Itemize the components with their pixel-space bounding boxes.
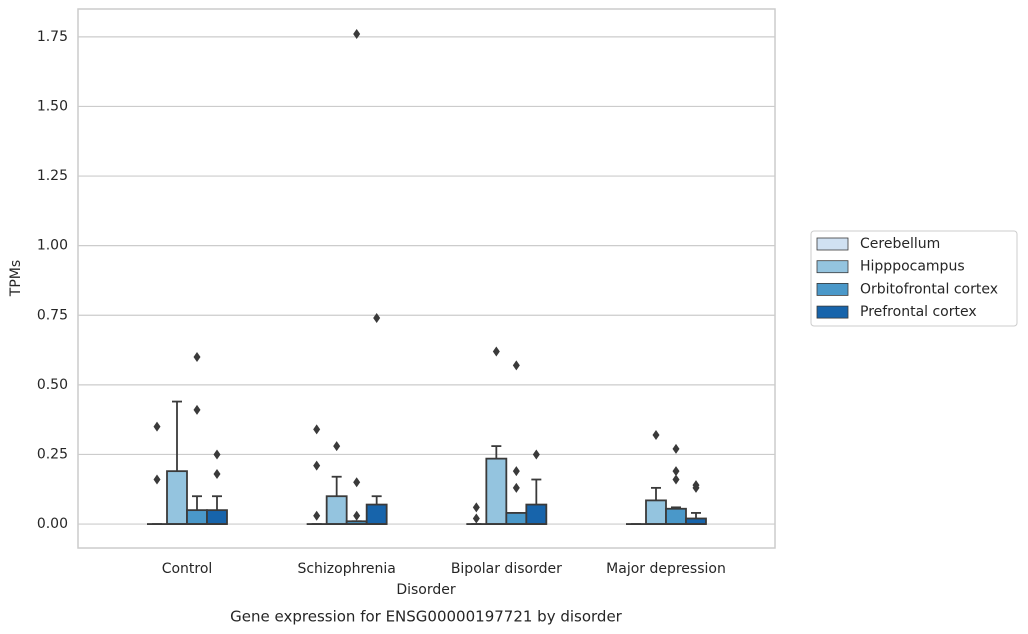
legend-swatch bbox=[816, 237, 849, 251]
outlier bbox=[313, 424, 321, 435]
chart-title: Gene expression for ENSG00000197721 by d… bbox=[230, 608, 623, 626]
y-tick-label: 1.25 bbox=[37, 168, 68, 184]
outlier bbox=[373, 313, 381, 324]
outlier bbox=[353, 477, 361, 488]
box bbox=[166, 470, 188, 525]
outlier bbox=[652, 429, 660, 440]
outlier bbox=[153, 474, 161, 485]
y-tick-label: 0.50 bbox=[37, 377, 68, 393]
x-axis-label: Disorder bbox=[396, 582, 456, 598]
outlier bbox=[512, 466, 520, 477]
outlier bbox=[672, 466, 680, 477]
plot-frame bbox=[77, 8, 776, 549]
box bbox=[505, 512, 528, 525]
outlier bbox=[153, 421, 161, 432]
outlier bbox=[672, 474, 680, 485]
legend-swatch bbox=[816, 260, 849, 274]
y-tick-label: 0.00 bbox=[37, 516, 68, 532]
x-tick-label: Schizophrenia bbox=[297, 561, 395, 577]
legend-swatch bbox=[816, 282, 849, 296]
x-tick-label: Control bbox=[162, 561, 213, 577]
outlier bbox=[672, 443, 680, 454]
outlier bbox=[333, 441, 341, 452]
box bbox=[485, 457, 508, 525]
box bbox=[325, 495, 348, 525]
outlier bbox=[313, 460, 321, 471]
y-tick-label: 1.00 bbox=[37, 238, 68, 254]
box bbox=[206, 509, 228, 525]
legend-label: Orbitofrontal cortex bbox=[860, 281, 998, 297]
outlier bbox=[313, 510, 321, 521]
outlier bbox=[692, 482, 700, 493]
legend-label: Cerebellum bbox=[860, 236, 940, 252]
outlier bbox=[472, 502, 480, 513]
outlier bbox=[353, 29, 361, 40]
box bbox=[186, 509, 208, 525]
outlier bbox=[353, 510, 361, 521]
box bbox=[665, 507, 687, 525]
y-axis-label: TPMs bbox=[8, 260, 24, 297]
box bbox=[365, 503, 388, 525]
legend bbox=[810, 230, 1018, 327]
box bbox=[525, 503, 548, 525]
y-tick-label: 0.25 bbox=[37, 446, 68, 462]
legend-label: Hipppocampus bbox=[860, 259, 965, 275]
outlier bbox=[512, 360, 520, 371]
y-tick-label: 1.75 bbox=[37, 29, 68, 45]
y-tick-label: 0.75 bbox=[37, 307, 68, 323]
outlier bbox=[512, 482, 520, 493]
outlier bbox=[213, 468, 221, 479]
outlier bbox=[213, 449, 221, 460]
outlier bbox=[472, 513, 480, 524]
x-tick-label: Bipolar disorder bbox=[451, 561, 562, 577]
legend-swatch bbox=[816, 305, 849, 319]
x-tick-label: Major depression bbox=[606, 561, 726, 577]
box bbox=[645, 499, 667, 525]
outlier bbox=[193, 352, 201, 363]
y-tick-label: 1.50 bbox=[37, 98, 68, 114]
outlier bbox=[532, 449, 540, 460]
legend-label: Prefrontal cortex bbox=[860, 304, 977, 320]
outlier bbox=[492, 346, 500, 357]
outlier bbox=[193, 404, 201, 415]
